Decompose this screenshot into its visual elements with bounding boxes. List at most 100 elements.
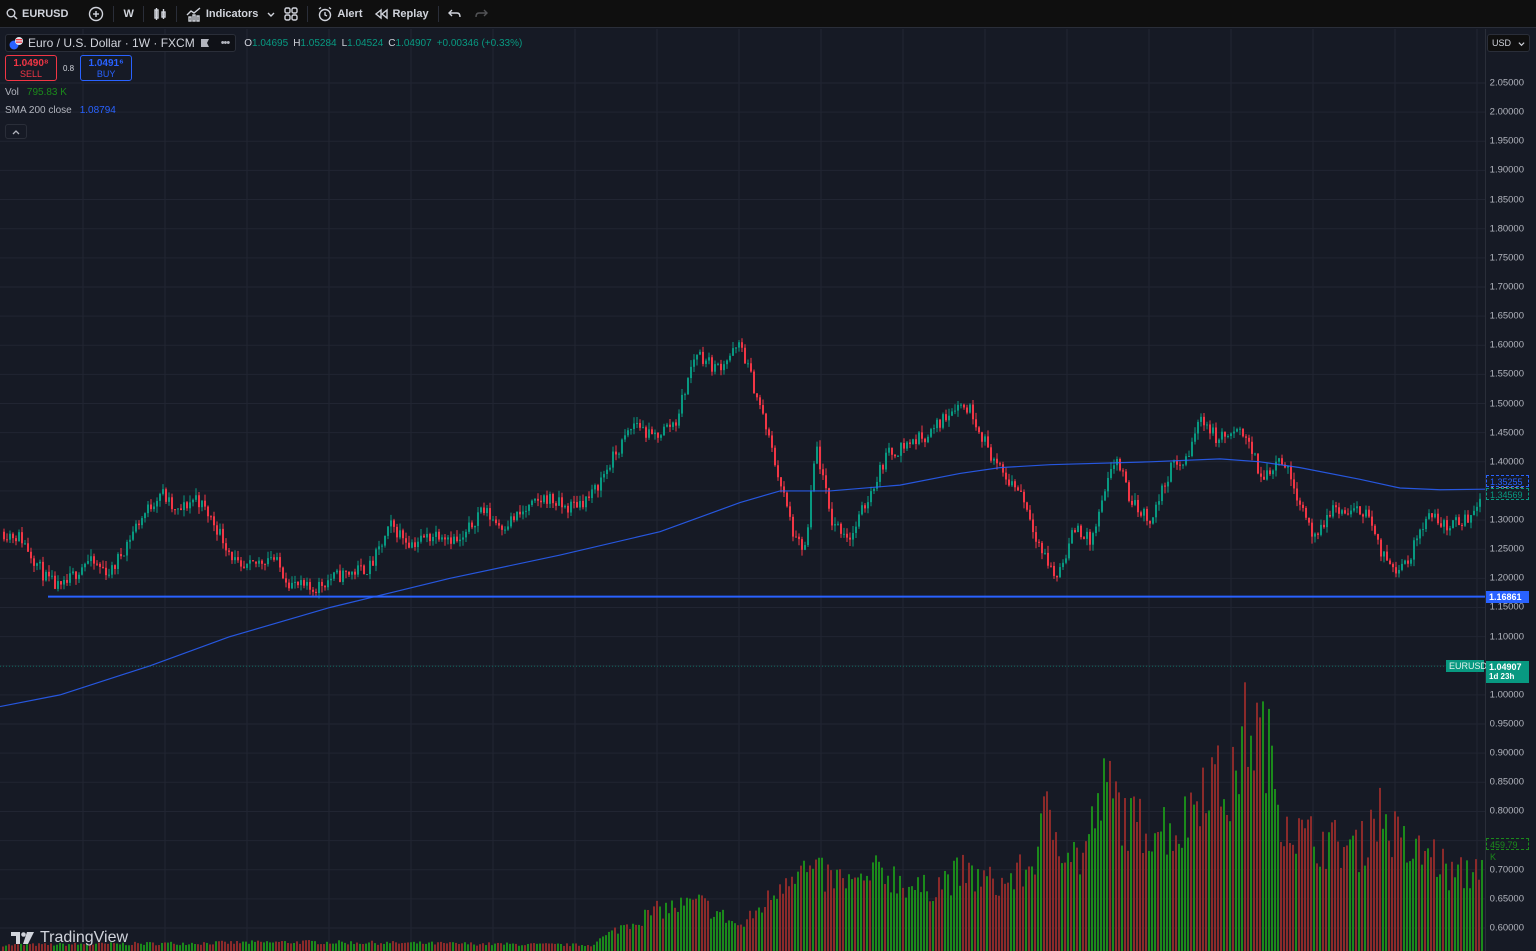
symbol-name-tag: EURUSD xyxy=(1446,660,1487,673)
replay-label: Replay xyxy=(392,7,429,20)
grid-layout-icon xyxy=(284,6,299,21)
divider xyxy=(307,5,309,22)
chevron-down-icon xyxy=(1518,41,1525,46)
currency-select[interactable]: USD xyxy=(1487,34,1530,52)
sma-value: 1.08794 xyxy=(79,105,116,116)
price-tick-label: 1.45000 xyxy=(1489,427,1524,439)
last-price-value: 1.04907 xyxy=(1489,662,1522,673)
tradingview-logo[interactable]: TradingView xyxy=(11,929,128,947)
symbol-search-button[interactable]: EURUSD xyxy=(0,0,74,28)
chart-legend: Euro / U.S. Dollar · 1W · FXCM ••• O1.04… xyxy=(5,34,522,139)
divider xyxy=(437,5,439,22)
alert-button[interactable]: Alert xyxy=(311,0,368,28)
divider xyxy=(113,5,115,22)
price-tick-label: 1.00000 xyxy=(1489,689,1524,701)
divider xyxy=(142,5,144,22)
sell-price: 1.0490⁸ xyxy=(13,58,49,69)
indicators-label: Indicators xyxy=(205,7,259,20)
price-tick-label: 1.65000 xyxy=(1489,310,1524,322)
symbol-label: EURUSD xyxy=(22,7,69,20)
low-value: 1.04524 xyxy=(347,37,384,49)
price-tick-label: 0.70000 xyxy=(1489,864,1524,876)
plus-circle-icon xyxy=(89,6,104,21)
chevron-down-icon xyxy=(267,12,275,17)
divider xyxy=(175,5,177,22)
change-value: +0.00346 (+0.33%) xyxy=(436,37,523,49)
price-tick-label: 1.20000 xyxy=(1489,572,1524,584)
price-tick-label: 1.15000 xyxy=(1489,601,1524,613)
redo-icon xyxy=(474,9,488,17)
price-tick-label: 2.00000 xyxy=(1489,106,1524,118)
chart-pane[interactable]: 2.05000 2.00000 1.95000 1.90000 1.85000 1.800… xyxy=(0,29,1536,951)
price-tick-label: 1.50000 xyxy=(1489,398,1524,410)
price-tick-label: 1.10000 xyxy=(1489,631,1524,643)
top-toolbar: EURUSD W Indicators Alert Replay xyxy=(0,0,1536,28)
sma-indicator-row[interactable]: SMA 200 close 1.08794 xyxy=(5,105,522,118)
spread-value: 0.8 xyxy=(63,63,75,73)
volume-value-tag: 459.79 K xyxy=(1486,838,1529,862)
symbol-title-box[interactable]: Euro / U.S. Dollar · 1W · FXCM ••• xyxy=(5,34,237,52)
symbol-title: Euro / U.S. Dollar · 1W · FXCM xyxy=(28,36,195,50)
price-tick-label: 0.95000 xyxy=(1489,718,1524,730)
price-tick-label: 0.80000 xyxy=(1489,805,1524,817)
vol-value: 795.83 K xyxy=(26,87,67,98)
price-chart[interactable] xyxy=(0,29,1536,951)
undo-icon xyxy=(447,9,461,17)
price-tick-label: 1.80000 xyxy=(1489,223,1524,235)
price-tick-label: 0.65000 xyxy=(1489,893,1524,905)
compare-symbol-button[interactable] xyxy=(82,0,110,28)
alert-label: Alert xyxy=(337,7,363,20)
last-bar-price-tag: 1.34569 xyxy=(1486,488,1529,500)
replay-button[interactable]: Replay xyxy=(368,0,434,28)
rewind-icon xyxy=(375,8,389,19)
price-tick-label: 0.90000 xyxy=(1489,747,1524,759)
vol-label: Vol xyxy=(5,87,19,98)
price-tick-label: 1.85000 xyxy=(1489,194,1524,206)
indicators-icon xyxy=(186,6,201,22)
layout-templates-button[interactable] xyxy=(278,0,304,28)
price-tick-label: 1.30000 xyxy=(1489,514,1524,526)
chevron-up-icon xyxy=(12,129,20,134)
interval-label: W xyxy=(123,7,134,20)
close-value: 1.04907 xyxy=(395,37,432,49)
watermark-text: TradingView xyxy=(40,929,129,946)
open-value: 1.04695 xyxy=(252,37,289,49)
indicators-dropdown[interactable] xyxy=(264,0,278,28)
bar-countdown: 1d 23h xyxy=(1489,672,1515,682)
volume-indicator-row[interactable]: Vol 795.83 K xyxy=(5,87,522,100)
price-tick-label: 1.40000 xyxy=(1489,456,1524,468)
high-value: 1.05284 xyxy=(300,37,337,49)
last-price-tag: 1.04907 1d 23h xyxy=(1486,661,1529,684)
chart-type-button[interactable] xyxy=(147,0,173,28)
search-icon xyxy=(6,8,18,19)
tradingview-logo-icon xyxy=(11,932,34,944)
buy-price: 1.0491⁶ xyxy=(88,58,124,69)
price-tick-label: 1.60000 xyxy=(1489,339,1524,351)
sell-button[interactable]: 1.0490⁸ SELL xyxy=(5,55,57,81)
sell-label: SELL xyxy=(19,69,43,79)
buy-button[interactable]: 1.0491⁶ BUY xyxy=(80,55,133,81)
interval-button[interactable]: W xyxy=(117,0,139,28)
sma-label: SMA 200 close xyxy=(5,105,72,116)
price-tick-label: 1.95000 xyxy=(1489,135,1524,147)
price-axis[interactable]: 2.05000 2.00000 1.95000 1.90000 1.85000 1.800… xyxy=(1485,29,1536,951)
price-tick-label: 1.70000 xyxy=(1489,281,1524,293)
price-tick-label: 1.90000 xyxy=(1489,164,1524,176)
flag-icon[interactable] xyxy=(200,38,210,48)
collapse-legend-button[interactable] xyxy=(5,124,27,139)
price-tick-label: 0.85000 xyxy=(1489,776,1524,788)
price-tick-label: 2.05000 xyxy=(1489,77,1524,89)
currency-flags-icon xyxy=(9,37,23,50)
redo-button[interactable] xyxy=(468,0,494,28)
sma-price-tag: 1.35255 xyxy=(1486,475,1529,487)
price-tick-label: 0.60000 xyxy=(1489,922,1524,934)
hline-price-tag: 1.16861 xyxy=(1486,590,1529,603)
buy-label: BUY xyxy=(96,69,116,79)
indicators-button[interactable]: Indicators xyxy=(180,0,265,28)
more-options-icon[interactable]: ••• xyxy=(220,37,231,49)
candles-icon xyxy=(154,7,166,20)
currency-label: USD xyxy=(1492,38,1512,48)
price-tick-label: 1.25000 xyxy=(1489,543,1524,555)
undo-button[interactable] xyxy=(442,0,468,28)
price-tick-label: 1.55000 xyxy=(1489,368,1524,380)
